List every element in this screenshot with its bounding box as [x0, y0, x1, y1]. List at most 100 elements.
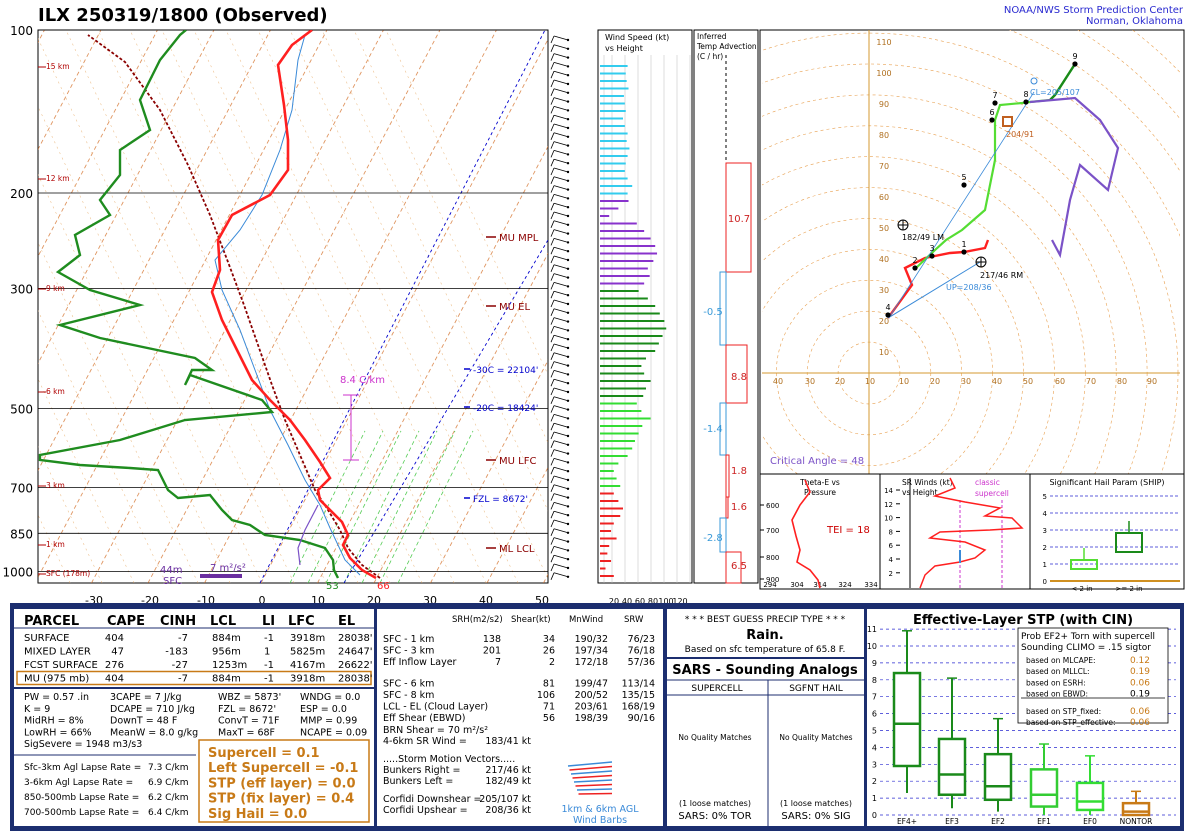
- hodo-y-tick: 20: [879, 317, 889, 326]
- wind-barb-dot: [566, 434, 570, 438]
- kinematic-panel: SRH(m2/s2) Shear(kt) MnWind SRW SFC - 1 km 13…: [377, 609, 663, 826]
- thermo-panel: PARCEL CAPE CINH LCL LI LFC EL SURFACE 404 -7 884m…: [14, 609, 374, 826]
- hodo-point: [929, 253, 935, 259]
- sr-winds-plot: 14 12 10 8 6 4 2: [884, 477, 1024, 589]
- isotherm-line: [38, 30, 271, 472]
- hodo-up-label: UP=208/36: [946, 283, 992, 292]
- wind-barb-dot: [566, 514, 570, 517]
- hodo-point-label: 8: [1023, 90, 1028, 99]
- wind-barb-dot: [566, 179, 570, 182]
- theta-e-title-2: Pressure: [804, 488, 836, 497]
- sars-sig: SARS: 0% SIG: [781, 811, 850, 822]
- center-line2: Norman, Oklahoma: [1086, 16, 1183, 27]
- wind-barb-shaft: [553, 255, 569, 261]
- storm-barb-line: [572, 774, 613, 779]
- hodo-x-tick: 90: [1147, 377, 1157, 386]
- stp-category: EF2: [991, 817, 1005, 826]
- wind-barb-dot: [566, 461, 570, 464]
- advection-box: [725, 162, 752, 273]
- temperature-trace: [210, 30, 377, 580]
- hodo-point-label: 5: [961, 173, 966, 182]
- moist-adiabat: [361, 430, 438, 583]
- sars-title: SARS - Sounding Analogs: [672, 663, 858, 678]
- wind-barb-flag: [550, 352, 555, 360]
- ship-ytick-label: 4: [1043, 510, 1048, 518]
- composite-value: Sig Hail = 0.0: [208, 807, 307, 822]
- stp-category: EF1: [1037, 817, 1051, 826]
- lapse-label: 3-6km Agl Lapse Rate =: [24, 778, 133, 788]
- wind-barb-shaft: [553, 211, 569, 217]
- hodo-y-tick: 90: [879, 100, 889, 109]
- tei-value: TEI = 18: [826, 525, 870, 536]
- wind-barb-flag: [550, 264, 555, 272]
- wind-barb-flag: [550, 176, 555, 184]
- wind-barb-dot: [566, 276, 570, 279]
- sars-loose-1: (1 loose matches): [679, 799, 751, 808]
- wind-barb-flag: [550, 519, 555, 528]
- wind-barb-dot: [566, 531, 570, 534]
- wind-barb-flag: [550, 35, 555, 44]
- wind-barb-dot: [566, 91, 570, 95]
- hodo-y-tick: 40: [879, 255, 889, 264]
- wind-barb-flag: [550, 44, 555, 52]
- parcel-cell: 28038': [338, 674, 373, 685]
- wind-speed-title-1: Wind Speed (kt): [605, 33, 669, 42]
- sr-wind-value: 183/41 kt: [485, 736, 531, 747]
- advection-value: 6.5: [731, 561, 747, 572]
- index-value: ESP = 0.0: [300, 704, 347, 715]
- wind-barb-dot: [566, 470, 570, 473]
- wind-barb-dot: [566, 258, 570, 262]
- index-value: MidRH = 8%: [24, 716, 84, 727]
- advection-box: [719, 271, 727, 346]
- wind-barb-dot: [566, 170, 570, 174]
- sars-no-match-2: No Quality Matches: [779, 733, 852, 742]
- wind-barb-flag: [550, 299, 555, 308]
- sr-ytick-label: 12: [884, 501, 893, 509]
- isotherm-line: [38, 30, 158, 258]
- scale-label: 7 m²/s²: [210, 563, 246, 574]
- precip-sars-frame: [667, 609, 864, 826]
- theta-e-trace: [791, 479, 821, 589]
- wind-barb-dot: [566, 188, 570, 191]
- hodo-point-label: 3: [929, 244, 934, 253]
- wind-barb-dot: [566, 364, 570, 367]
- sr-ytick-label: 2: [889, 570, 893, 578]
- wind-barb-shaft: [553, 466, 569, 472]
- wind-barb-dot: [566, 399, 570, 402]
- wind-barb-dot: [566, 558, 570, 561]
- hodo-x-tick: 10: [899, 377, 909, 386]
- wind-barbs: [550, 35, 570, 580]
- stp-category: EF0: [1083, 817, 1097, 826]
- index-value: MMP = 0.99: [300, 716, 357, 727]
- temp-advection-panel: Inferred Temp Advection (C / hr) 10.7 -0.…: [693, 29, 759, 584]
- parcel-cell: 5825m: [290, 647, 325, 658]
- stp-based-label: based on STP_effective:: [1026, 718, 1116, 727]
- kin-header: Shear(kt): [511, 615, 551, 625]
- wind-barb-shaft: [553, 502, 569, 507]
- corfidi-down-label: Corfidi Downshear =: [383, 794, 481, 805]
- height-label: 6 km: [46, 387, 65, 396]
- lapse-label: 850-500mb Lapse Rate =: [24, 793, 139, 803]
- composite-value: Left Supercell = -0.1: [208, 761, 358, 776]
- kin-cell: 76/23: [628, 634, 655, 645]
- srh-depth-label: 44m: [160, 565, 182, 576]
- wind-barb-dot: [566, 505, 570, 508]
- index-value: NCAPE = 0.09: [300, 727, 367, 738]
- kin-cell: Eff Inflow Layer: [383, 657, 457, 668]
- wind-barb-dot: [566, 100, 570, 103]
- advection-box: [719, 517, 727, 553]
- wind-barb-dot: [566, 82, 570, 86]
- hodo-cl-vector: [889, 91, 1035, 317]
- wind-barb-shaft: [553, 53, 569, 58]
- index-value: DCAPE = 710 J/kg: [110, 704, 195, 715]
- wind-barb-shaft: [553, 176, 569, 182]
- stp-ytick-label: 4: [872, 743, 877, 752]
- wind-barb-dot: [566, 223, 570, 226]
- wind-barb-flag: [550, 282, 555, 290]
- kin-cell: 34: [543, 634, 555, 645]
- bunkers-right-label: Bunkers Right =: [383, 765, 460, 776]
- wind-barb-dot: [566, 522, 570, 526]
- hodo-cl-label: CL=205/107: [1030, 88, 1080, 97]
